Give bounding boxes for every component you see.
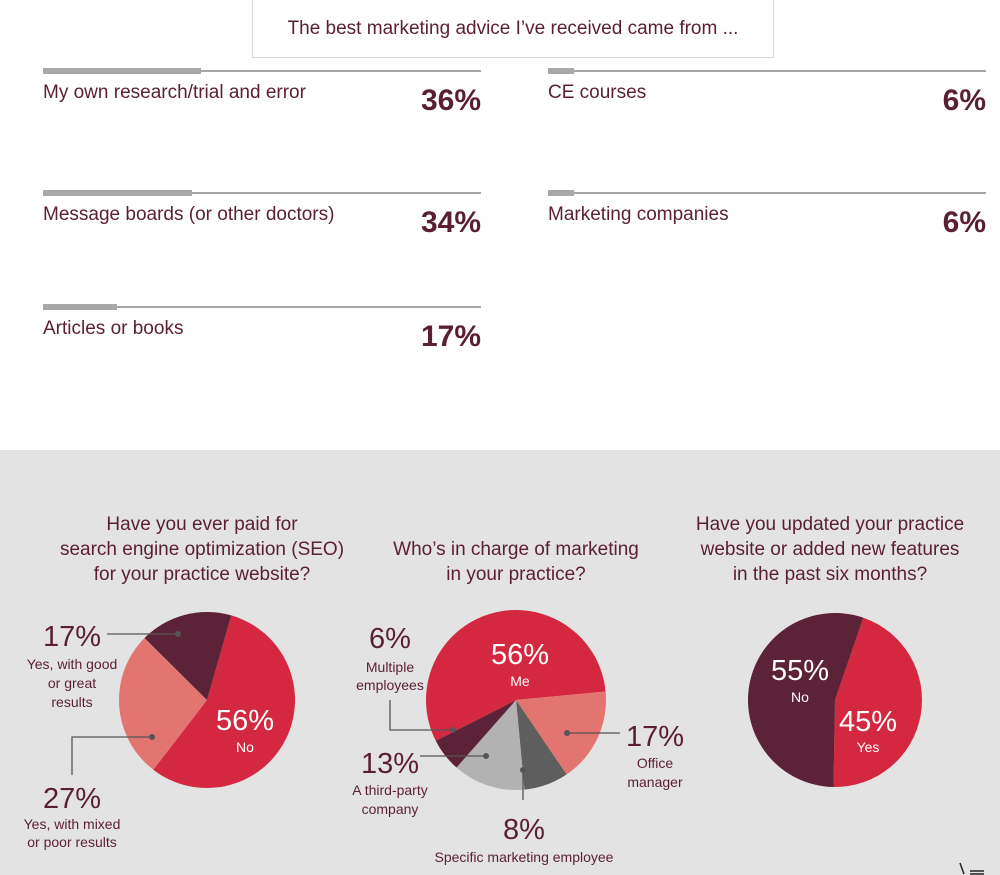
who-multiple-label-2: employees — [356, 677, 424, 693]
seo-mixed-label-2: or poor results — [27, 834, 116, 850]
bar-track — [548, 68, 986, 74]
seo-mixed-label-1: Yes, with mixed — [24, 816, 121, 832]
stat-value: 6% — [942, 206, 986, 239]
stat-own-research: My own research/trial and error 36% — [43, 68, 481, 148]
survey-panel: Have you ever paid for search engine opt… — [0, 450, 1000, 875]
bar-track — [43, 304, 481, 310]
updated-slice-0 — [833, 617, 922, 787]
seo-good-pct: 17% — [43, 621, 101, 653]
seo-mixed-pct: 27% — [43, 783, 101, 815]
stat-ce-courses: CE courses 6% — [548, 68, 986, 148]
seo-slice-0 — [153, 615, 295, 788]
stat-value: 36% — [420, 84, 481, 117]
seo-good-label-3: results — [51, 694, 92, 710]
who-slice-0 — [426, 610, 606, 741]
who-office-label-2: manager — [627, 774, 683, 790]
page-title: The best marketing advice I’ve received … — [287, 18, 739, 39]
who-thirdparty-label-1: A third-party — [352, 782, 427, 798]
who-office-pct: 17% — [626, 721, 684, 753]
who-office-label-1: Office — [637, 755, 674, 771]
stat-label: My own research/trial and error — [43, 82, 306, 103]
bar-track — [43, 68, 481, 74]
stat-label: CE courses — [548, 82, 647, 103]
bar-track — [43, 190, 481, 196]
seo-mixed-leader-dot — [149, 734, 155, 740]
who-me-pct: 56% — [491, 639, 549, 671]
who-slice-2 — [516, 700, 567, 790]
question-seo-title: Have you ever paid for search engine opt… — [59, 514, 345, 585]
who-slice-3 — [456, 700, 525, 790]
corner-mark — [958, 861, 988, 875]
pie-charts-svg: 56% No 27%Yes, with mixed or poor results 17… — [24, 610, 922, 865]
seo-no-pct: 56% — [216, 705, 274, 737]
stat-articles-books: Articles or books 17% — [43, 304, 481, 384]
bar-fill — [548, 68, 575, 74]
stat-value: 6% — [942, 84, 986, 117]
who-multiple-leader — [389, 700, 453, 731]
stat-marketing-companies: Marketing companies 6% — [548, 190, 986, 270]
stat-label: Message boards (or other doctors) — [43, 204, 335, 225]
stat-label: Marketing companies — [548, 204, 729, 225]
question-updated-title: Have you updated your practice website o… — [695, 514, 965, 585]
who-slice-1 — [516, 691, 606, 775]
updated-yes-label: Yes — [857, 739, 880, 755]
seo-mixed-leader — [71, 736, 152, 775]
bar-track — [548, 190, 986, 196]
who-me-label: Me — [510, 673, 530, 689]
stat-value: 17% — [420, 320, 481, 353]
seo-good-leader-dot — [175, 631, 181, 637]
seo-good-label-2: or great — [48, 675, 96, 691]
who-multiple-pct: 6% — [369, 623, 411, 655]
advice-section: The best marketing advice I’ve received … — [43, 0, 986, 384]
bar-fill — [548, 190, 575, 196]
who-specific-label: Specific marketing employee — [435, 849, 614, 865]
updated-no-pct: 55% — [771, 655, 829, 687]
who-thirdparty-pct: 13% — [361, 748, 419, 780]
who-multiple-leader-dot — [450, 727, 456, 733]
who-thirdparty-label-2: company — [362, 801, 419, 817]
stat-value: 34% — [420, 206, 481, 239]
updated-slice-1 — [747, 612, 864, 787]
updated-yes-pct: 45% — [839, 706, 897, 738]
who-specific-leader-dot — [520, 767, 526, 773]
bar-fill — [43, 304, 118, 310]
stat-message-boards: Message boards (or other doctors) 34% — [43, 190, 481, 270]
who-slice-4 — [435, 700, 516, 768]
who-thirdparty-leader-dot — [483, 753, 489, 759]
updated-no-label: No — [791, 689, 809, 705]
seo-no-label: No — [236, 739, 254, 755]
seo-good-label-1: Yes, with good — [27, 656, 118, 672]
header-box: The best marketing advice I’ve received … — [252, 0, 774, 58]
who-office-leader-dot — [564, 730, 570, 736]
question-who-title: Who’s in charge of marketing in your pra… — [393, 539, 639, 585]
who-multiple-label-1: Multiple — [366, 659, 414, 675]
bar-fill — [43, 190, 192, 196]
bar-fill — [43, 68, 201, 74]
who-specific-pct: 8% — [503, 814, 545, 846]
stat-label: Articles or books — [43, 318, 184, 339]
